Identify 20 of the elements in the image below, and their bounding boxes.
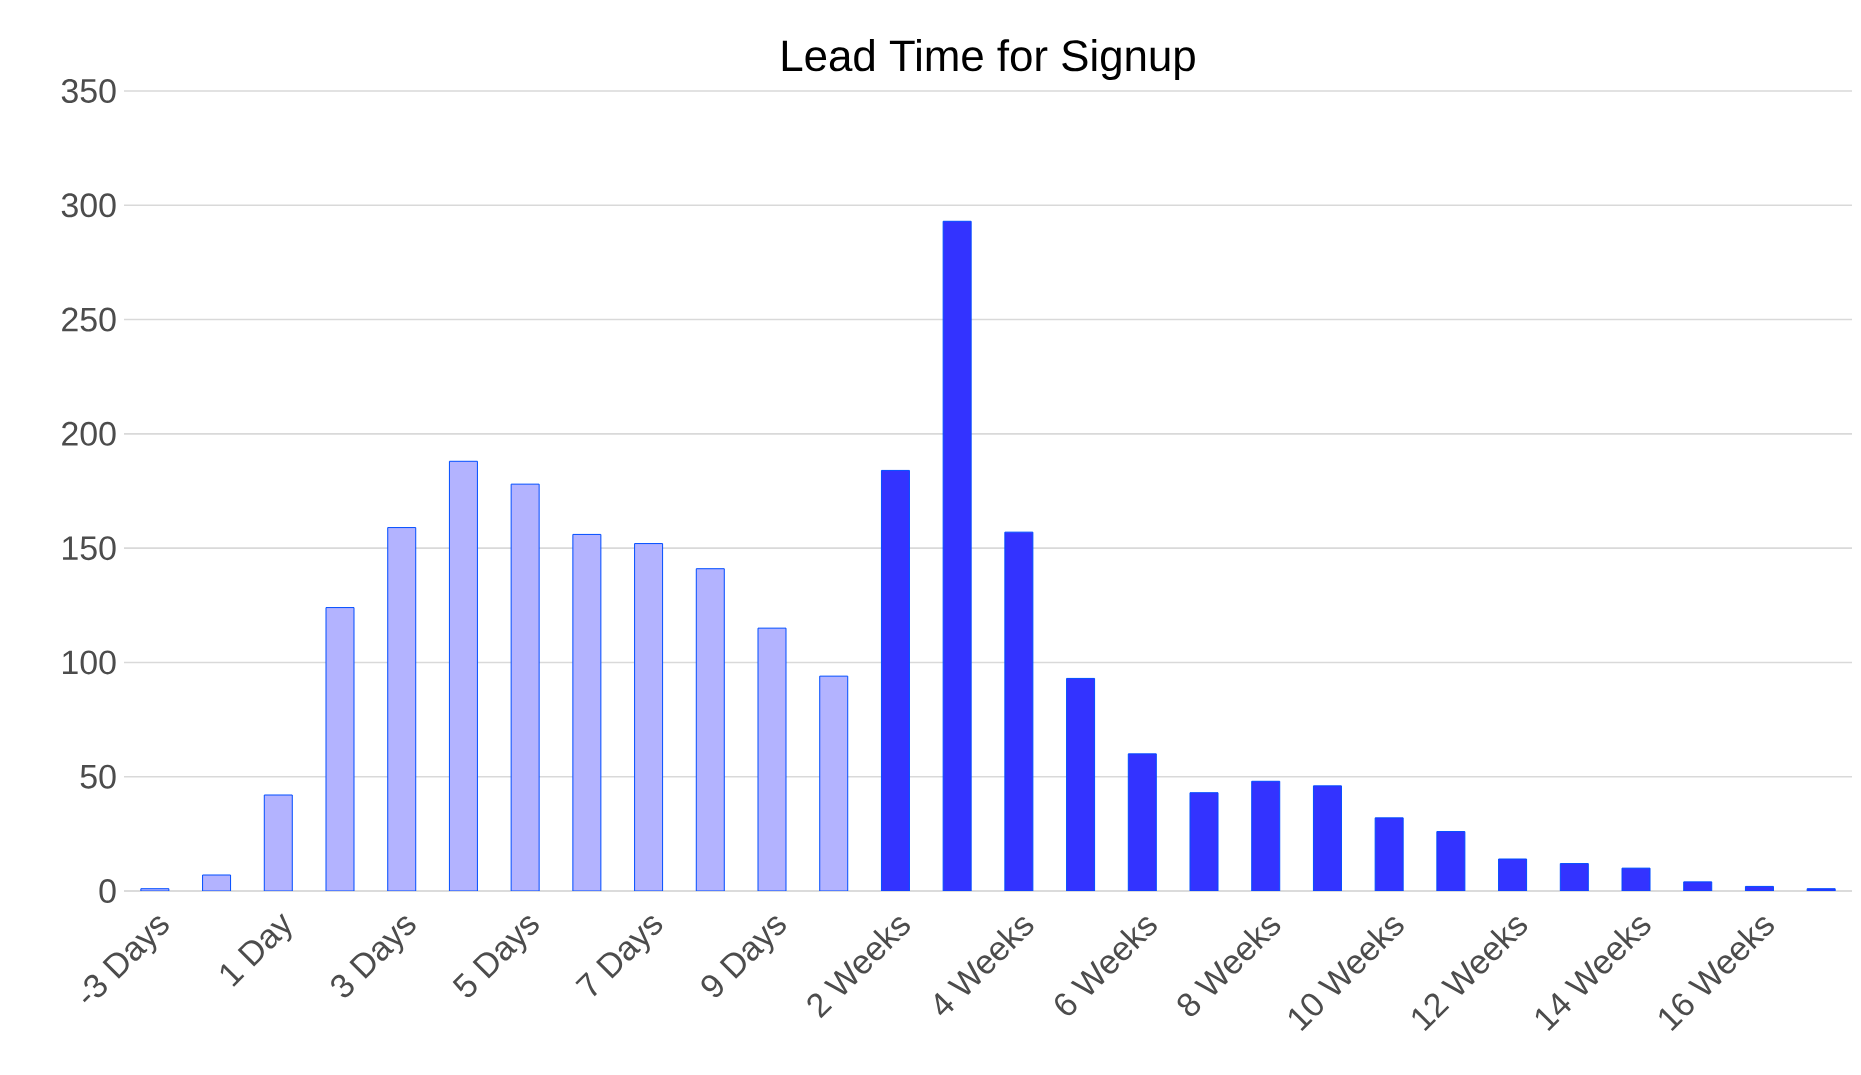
bar xyxy=(1312,785,1342,891)
y-tick-label: 300 xyxy=(61,193,116,218)
y-tick-label: 200 xyxy=(62,421,116,446)
bar xyxy=(1806,888,1836,891)
bar xyxy=(202,874,232,891)
x-tick-label: 1 Day xyxy=(220,913,292,987)
bar xyxy=(140,888,170,891)
bar xyxy=(1498,858,1528,891)
y-tick-label: 350 xyxy=(61,79,116,103)
bar xyxy=(1436,831,1466,891)
chart-title: Lead Time for Signup xyxy=(782,39,1195,80)
y-tick-label: 50 xyxy=(80,764,116,789)
bar xyxy=(448,460,478,891)
bar xyxy=(634,543,664,891)
y-tick-label: 100 xyxy=(63,650,116,675)
y-tick-label: 150 xyxy=(63,536,116,561)
y-tick-label: 250 xyxy=(62,307,116,332)
bar xyxy=(1374,817,1404,891)
y-tick-label: 0 xyxy=(99,879,116,903)
bar xyxy=(942,220,972,891)
